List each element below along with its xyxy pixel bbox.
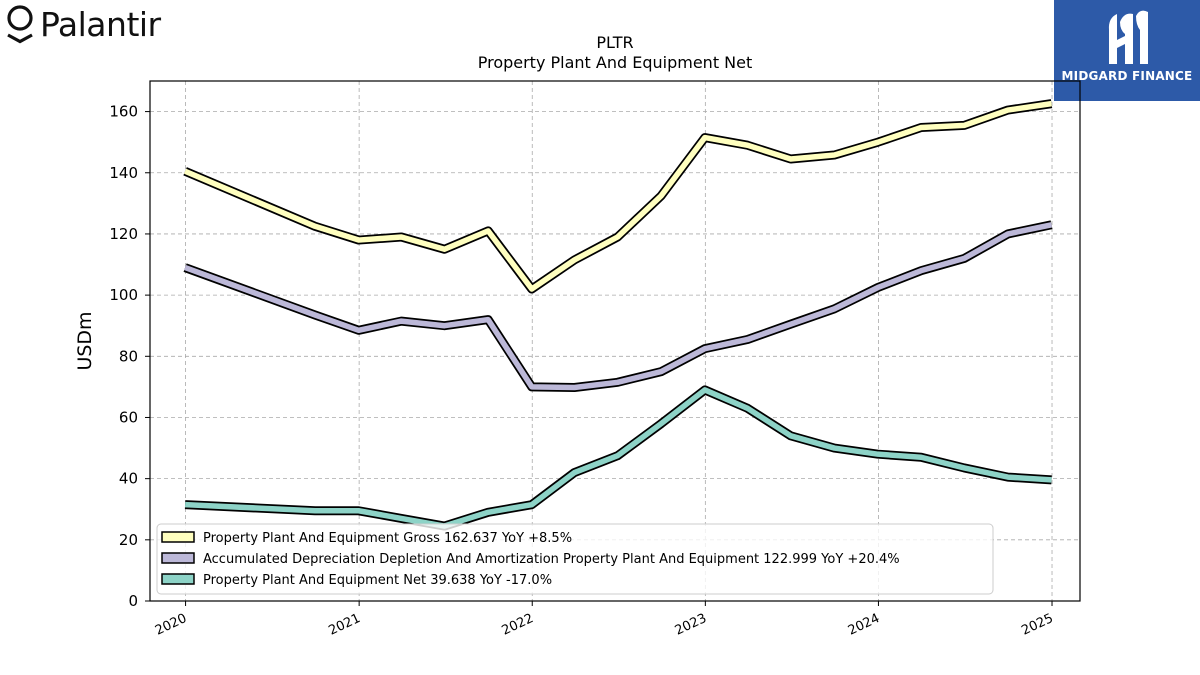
x-tick-label: 2023 bbox=[673, 611, 709, 639]
y-tick-label: 20 bbox=[119, 531, 138, 549]
palantir-mark-icon bbox=[7, 5, 33, 44]
y-tick-label: 60 bbox=[119, 408, 138, 426]
chart-subtitle: Property Plant And Equipment Net bbox=[478, 53, 753, 72]
y-axis-label: USDm bbox=[74, 311, 96, 370]
midgard-mark-icon bbox=[1108, 10, 1148, 65]
series-line bbox=[184, 222, 1053, 391]
legend-swatch bbox=[161, 552, 195, 564]
series-1 bbox=[183, 220, 1053, 392]
x-tick-label: 2025 bbox=[1019, 611, 1055, 639]
series-0 bbox=[183, 99, 1053, 294]
legend-label: Accumulated Depreciation Depletion And A… bbox=[203, 552, 900, 567]
y-tick-label: 0 bbox=[128, 592, 138, 610]
palantir-logo: Palantir bbox=[6, 4, 161, 44]
chart-title: PLTR bbox=[596, 33, 633, 52]
y-tick-label: 100 bbox=[109, 286, 138, 304]
y-tick-label: 80 bbox=[119, 347, 138, 365]
legend-entry: Property Plant And Equipment Net 39.638 … bbox=[161, 573, 552, 588]
x-axis: 2020 2021 2022 2023 2024 2025 bbox=[153, 601, 1056, 639]
series-lines bbox=[183, 99, 1053, 531]
legend-label: Property Plant And Equipment Net 39.638 … bbox=[203, 573, 552, 588]
series-line bbox=[184, 100, 1052, 292]
y-axis: 0 20 40 60 80 100 120 140 160 bbox=[109, 103, 150, 610]
plot-frame bbox=[149, 80, 1081, 602]
series-2 bbox=[184, 385, 1052, 531]
partner-name: MIDGARD FINANCE bbox=[1061, 69, 1193, 83]
legend-label: Property Plant And Equipment Gross 162.6… bbox=[203, 531, 572, 546]
series-line bbox=[184, 387, 1052, 529]
legend-swatch bbox=[161, 531, 195, 543]
legend-entry: Accumulated Depreciation Depletion And A… bbox=[161, 552, 900, 567]
series-line-outline bbox=[183, 220, 1053, 392]
legend-entry: Property Plant And Equipment Gross 162.6… bbox=[161, 531, 572, 546]
x-tick-label: 2020 bbox=[153, 611, 189, 639]
legend-box bbox=[156, 523, 994, 595]
palantir-logo-text: Palantir bbox=[40, 4, 161, 44]
legend: Property Plant And Equipment Gross 162.6… bbox=[156, 523, 994, 595]
series-line-outline bbox=[183, 99, 1053, 294]
grid bbox=[150, 81, 1080, 602]
midgard-finance-logo: MIDGARD FINANCE bbox=[1054, 0, 1200, 101]
y-tick-label: 140 bbox=[109, 164, 138, 182]
y-tick-label: 40 bbox=[119, 470, 138, 488]
x-tick-label: 2022 bbox=[500, 611, 536, 639]
x-tick-label: 2021 bbox=[327, 611, 363, 639]
y-tick-label: 160 bbox=[109, 103, 138, 121]
legend-swatch bbox=[161, 573, 195, 585]
x-tick-label: 2024 bbox=[846, 611, 882, 639]
y-tick-label: 120 bbox=[109, 225, 138, 243]
